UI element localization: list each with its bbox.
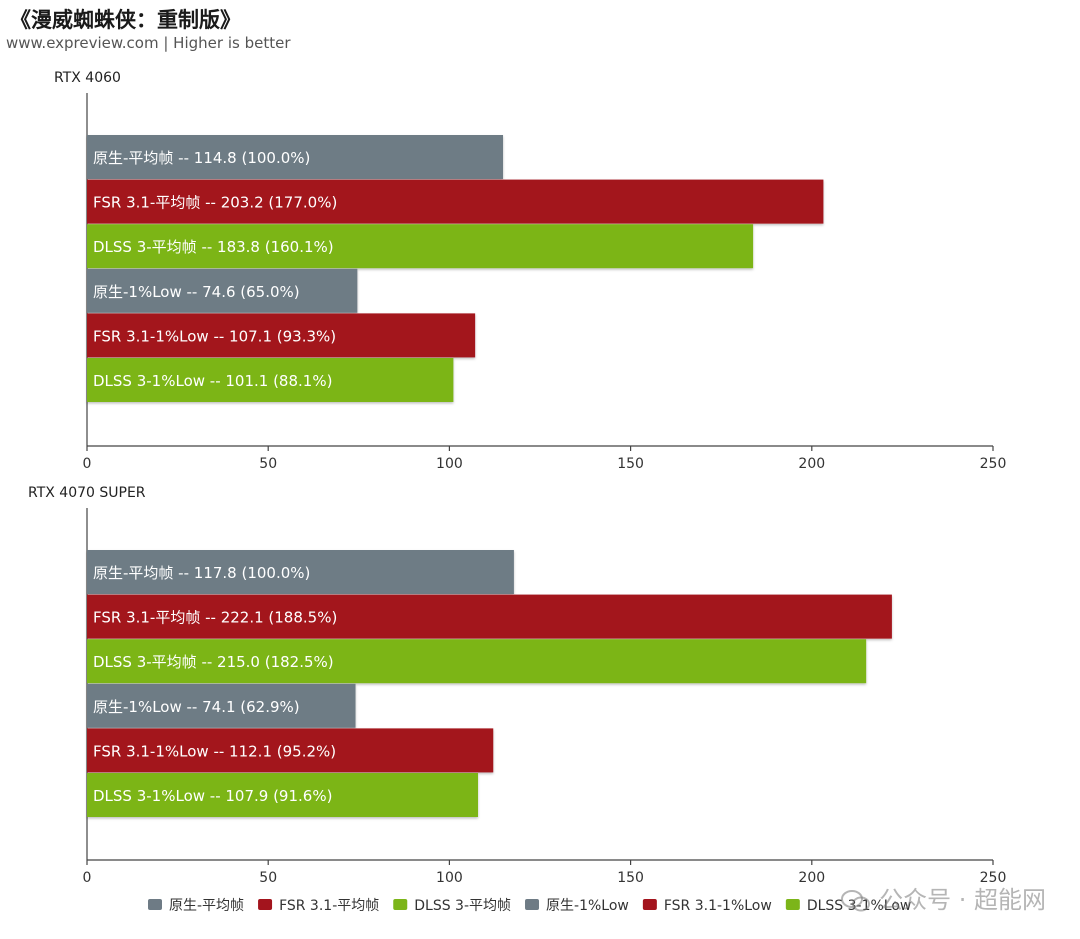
- bar: [87, 728, 494, 773]
- bar-data-label: 原生-1%Low -- 74.6 (65.0%): [93, 283, 300, 301]
- legend-label: 原生-1%Low: [546, 898, 629, 914]
- bar: [87, 594, 892, 639]
- legend-label: FSR 3.1-平均帧: [279, 898, 379, 914]
- bar: [87, 224, 754, 269]
- panel-label: RTX 4070 SUPER: [28, 485, 146, 501]
- bar: [87, 683, 356, 728]
- bar: [87, 268, 358, 313]
- bar-data-label: FSR 3.1-平均帧 -- 203.2 (177.0%): [93, 194, 337, 212]
- bar-data-label: 原生-平均帧 -- 114.8 (100.0%): [93, 149, 310, 167]
- bar-data-label: FSR 3.1-1%Low -- 107.1 (93.3%): [93, 327, 336, 345]
- x-tick-label: 0: [83, 456, 92, 472]
- x-tick-label: 0: [83, 870, 92, 886]
- bar-data-label: DLSS 3-平均帧 -- 215.0 (182.5%): [93, 653, 334, 671]
- watermark: 公众号 · 超能网: [841, 880, 1046, 915]
- x-tick-label: 200: [798, 456, 825, 472]
- watermark-text: 公众号 · 超能网: [879, 886, 1046, 914]
- bar-data-label: DLSS 3-1%Low -- 101.1 (88.1%): [93, 372, 332, 390]
- legend-swatch: [148, 899, 162, 910]
- bar: [87, 773, 479, 817]
- bar-data-label: FSR 3.1-平均帧 -- 222.1 (188.5%): [93, 609, 337, 627]
- bar: [87, 358, 454, 402]
- bar-data-label: DLSS 3-1%Low -- 107.9 (91.6%): [93, 787, 332, 805]
- x-tick-label: 150: [617, 456, 644, 472]
- x-tick-label: 50: [259, 456, 277, 472]
- bar: [87, 135, 504, 179]
- wechat-icon: [841, 889, 871, 913]
- chart-subtitle: www.expreview.com | Higher is better: [6, 34, 291, 52]
- x-tick-label: 100: [436, 870, 463, 886]
- legend-swatch: [525, 899, 540, 910]
- legend-label: DLSS 3-平均帧: [414, 898, 511, 914]
- bar: [87, 639, 867, 684]
- bar: [87, 313, 476, 358]
- legend-label: DLSS 3-1%Low: [807, 898, 912, 914]
- bar-data-label: FSR 3.1-1%Low -- 112.1 (95.2%): [93, 742, 336, 760]
- bar: [87, 179, 824, 224]
- bar-data-label: 原生-1%Low -- 74.1 (62.9%): [93, 698, 300, 716]
- bar: [87, 550, 514, 594]
- x-tick-label: 100: [436, 456, 463, 472]
- legend-swatch: [393, 899, 408, 910]
- x-tick-label: 200: [798, 870, 825, 886]
- x-tick-label: 250: [980, 870, 1007, 886]
- x-tick-label: 50: [259, 870, 277, 886]
- chart-title: 《漫威蜘蛛侠：重制版》: [10, 8, 241, 32]
- x-tick-label: 150: [617, 870, 644, 886]
- x-tick-label: 250: [980, 456, 1007, 472]
- legend-swatch: [785, 899, 800, 910]
- legend-swatch: [258, 899, 273, 910]
- legend-swatch: [642, 899, 657, 910]
- panel-label: RTX 4060: [54, 70, 121, 86]
- bar-data-label: DLSS 3-平均帧 -- 183.8 (160.1%): [93, 238, 334, 256]
- bar-data-label: 原生-平均帧 -- 117.8 (100.0%): [93, 564, 310, 582]
- legend-label: FSR 3.1-1%Low: [664, 898, 772, 914]
- legend-label: 原生-平均帧: [169, 898, 244, 914]
